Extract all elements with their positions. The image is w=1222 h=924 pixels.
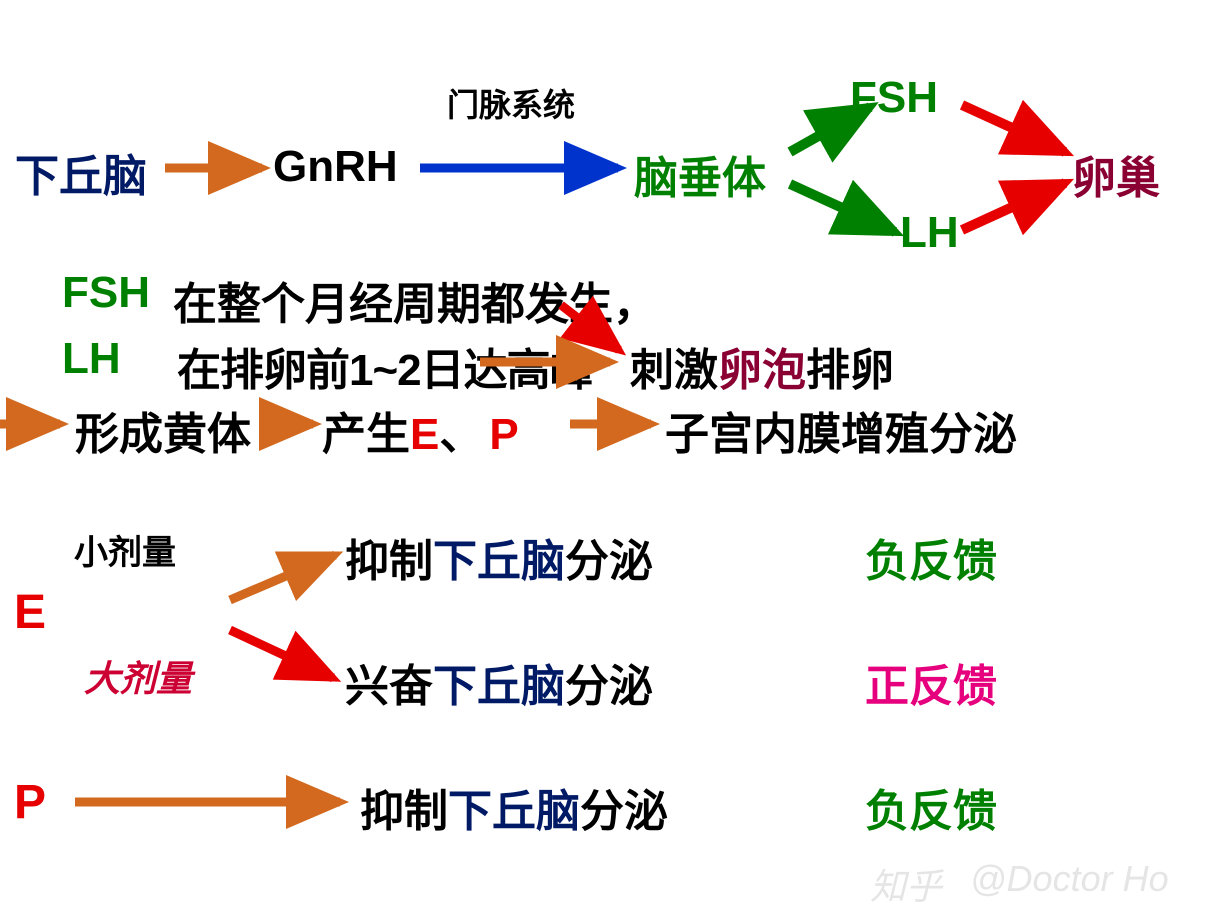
lh-line-text: 在排卵前1~2日达高峰 — [177, 334, 593, 398]
inhibit2c: 分泌 — [580, 787, 668, 836]
stimulate-ovulation-label: 刺激卵泡排卵 — [630, 334, 894, 398]
gnrh-label: GnRH — [273, 142, 398, 192]
ovary-label: 卵巢 — [1072, 142, 1160, 206]
follicle-text: 卵泡 — [718, 346, 806, 395]
excite-secretion: 兴奋下丘脑分泌 — [345, 650, 653, 714]
p-text: P — [489, 410, 518, 459]
e-text: E — [410, 410, 439, 459]
corpus-luteum-label: 形成黄体 — [75, 398, 251, 462]
negative-feedback-2: 负反馈 — [865, 775, 997, 839]
watermark-zhihu: 知乎 — [870, 858, 942, 910]
e-big-label: E — [14, 585, 46, 640]
fsh-line-text: 在整个月经周期都发生， — [173, 268, 657, 332]
inhibit1b: 下丘脑 — [433, 537, 565, 586]
arrow-a12 — [230, 555, 335, 600]
sep-text: 、 — [439, 410, 483, 459]
positive-feedback: 正反馈 — [865, 650, 997, 714]
produce-ep-label: 产生E、P — [322, 398, 519, 462]
lh-line-label: LH — [62, 334, 121, 384]
inhibit-secretion-2: 抑制下丘脑分泌 — [360, 775, 668, 839]
excitea: 兴奋 — [345, 662, 433, 711]
pituitary-label: 脑垂体 — [634, 142, 766, 206]
watermark-author: @Doctor Ho — [970, 858, 1169, 900]
fsh-line-label: FSH — [62, 268, 150, 318]
produce-text: 产生 — [322, 410, 410, 459]
negative-feedback-1: 负反馈 — [865, 525, 997, 589]
inhibit2b: 下丘脑 — [448, 787, 580, 836]
endometrium-label: 子宫内膜增殖分泌 — [665, 398, 1017, 462]
p-big-label: P — [14, 775, 46, 830]
fsh-top-label: FSH — [850, 73, 938, 123]
hypothalamus-label: 下丘脑 — [15, 140, 147, 204]
inhibit2a: 抑制 — [360, 787, 448, 836]
exciteb: 下丘脑 — [433, 662, 565, 711]
large-dose-label: 大剂量 — [84, 650, 192, 702]
small-dose-label: 小剂量 — [74, 525, 176, 574]
inhibit-secretion-1: 抑制下丘脑分泌 — [345, 525, 653, 589]
arrow-a4 — [790, 184, 895, 232]
portal-system-label: 门脉系统 — [447, 80, 575, 126]
ovulation-text: 排卵 — [806, 346, 894, 395]
excitec: 分泌 — [565, 662, 653, 711]
arrow-a5 — [962, 105, 1065, 152]
arrow-a13 — [230, 630, 333, 678]
inhibit1a: 抑制 — [345, 537, 433, 586]
stimulate-text: 刺激 — [630, 346, 718, 395]
arrow-a6 — [962, 183, 1065, 230]
lh-top-label: LH — [900, 208, 959, 258]
inhibit1c: 分泌 — [565, 537, 653, 586]
